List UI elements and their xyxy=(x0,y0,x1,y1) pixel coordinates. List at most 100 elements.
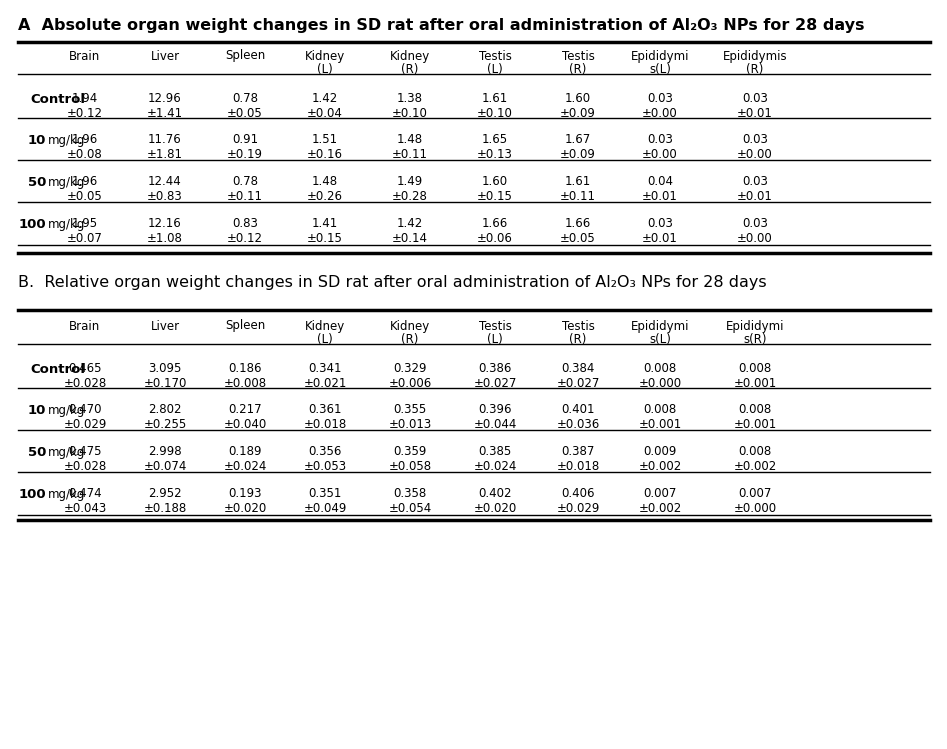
Text: ±0.044: ±0.044 xyxy=(474,418,517,431)
Text: s(R): s(R) xyxy=(743,333,767,346)
Text: 0.009: 0.009 xyxy=(643,445,677,458)
Text: ±0.043: ±0.043 xyxy=(63,502,107,515)
Text: 12.44: 12.44 xyxy=(148,175,182,188)
Text: 0.03: 0.03 xyxy=(647,217,673,230)
Text: ±0.008: ±0.008 xyxy=(223,377,266,390)
Text: Kidney: Kidney xyxy=(390,320,430,333)
Text: Kidney: Kidney xyxy=(305,50,345,63)
Text: ±0.11: ±0.11 xyxy=(560,190,596,203)
Text: ±0.000: ±0.000 xyxy=(638,377,682,390)
Text: Spleen: Spleen xyxy=(224,320,265,333)
Text: ±0.15: ±0.15 xyxy=(307,232,343,245)
Text: 0.386: 0.386 xyxy=(478,362,511,375)
Text: 0.03: 0.03 xyxy=(647,133,673,146)
Text: 1.67: 1.67 xyxy=(564,133,591,146)
Text: mg/kg: mg/kg xyxy=(48,134,85,147)
Text: 0.03: 0.03 xyxy=(742,217,768,230)
Text: ±0.170: ±0.170 xyxy=(143,377,187,390)
Text: ±0.024: ±0.024 xyxy=(223,460,267,473)
Text: 1.94: 1.94 xyxy=(72,92,98,105)
Text: 0.008: 0.008 xyxy=(739,403,772,416)
Text: 1.95: 1.95 xyxy=(72,217,98,230)
Text: s(L): s(L) xyxy=(649,333,670,346)
Text: 2.952: 2.952 xyxy=(148,487,182,500)
Text: Epididymi: Epididymi xyxy=(631,320,689,333)
Text: 0.356: 0.356 xyxy=(309,445,342,458)
Text: 0.474: 0.474 xyxy=(68,487,102,500)
Text: 12.96: 12.96 xyxy=(148,92,182,105)
Text: 0.475: 0.475 xyxy=(68,445,101,458)
Text: ±0.049: ±0.049 xyxy=(303,502,347,515)
Text: 0.217: 0.217 xyxy=(228,403,261,416)
Text: ±0.002: ±0.002 xyxy=(733,460,777,473)
Text: ±0.040: ±0.040 xyxy=(223,418,267,431)
Text: Testis: Testis xyxy=(562,50,595,63)
Text: 0.83: 0.83 xyxy=(232,217,258,230)
Text: ±0.002: ±0.002 xyxy=(638,460,682,473)
Text: 11.76: 11.76 xyxy=(148,133,182,146)
Text: 1.66: 1.66 xyxy=(482,217,509,230)
Text: 0.03: 0.03 xyxy=(742,175,768,188)
Text: 12.16: 12.16 xyxy=(148,217,182,230)
Text: 0.91: 0.91 xyxy=(232,133,259,146)
Text: ±0.027: ±0.027 xyxy=(556,377,599,390)
Text: 100: 100 xyxy=(18,488,46,501)
Text: ±0.15: ±0.15 xyxy=(477,190,513,203)
Text: ±0.255: ±0.255 xyxy=(143,418,187,431)
Text: 0.008: 0.008 xyxy=(643,362,676,375)
Text: ±0.05: ±0.05 xyxy=(560,232,596,245)
Text: 0.007: 0.007 xyxy=(739,487,772,500)
Text: 1.60: 1.60 xyxy=(565,92,591,105)
Text: ±0.11: ±0.11 xyxy=(227,190,263,203)
Text: 2.998: 2.998 xyxy=(148,445,182,458)
Text: Testis: Testis xyxy=(478,320,511,333)
Text: 0.358: 0.358 xyxy=(393,487,427,500)
Text: 0.03: 0.03 xyxy=(647,92,673,105)
Text: 0.329: 0.329 xyxy=(393,362,427,375)
Text: Epididymi: Epididymi xyxy=(725,320,784,333)
Text: mg/kg: mg/kg xyxy=(48,176,85,189)
Text: ±0.029: ±0.029 xyxy=(63,418,107,431)
Text: 1.61: 1.61 xyxy=(564,175,591,188)
Text: ±0.00: ±0.00 xyxy=(642,107,678,120)
Text: ±0.018: ±0.018 xyxy=(303,418,347,431)
Text: ±0.09: ±0.09 xyxy=(560,107,596,120)
Text: ±0.021: ±0.021 xyxy=(303,377,347,390)
Text: 0.04: 0.04 xyxy=(647,175,673,188)
Text: 0.385: 0.385 xyxy=(478,445,511,458)
Text: ±1.81: ±1.81 xyxy=(147,148,183,161)
Text: 50: 50 xyxy=(27,176,46,189)
Text: 1.96: 1.96 xyxy=(72,133,98,146)
Text: mg/kg: mg/kg xyxy=(48,404,85,417)
Text: mg/kg: mg/kg xyxy=(48,218,85,231)
Text: Kidney: Kidney xyxy=(390,50,430,63)
Text: (L): (L) xyxy=(487,333,503,346)
Text: 1.48: 1.48 xyxy=(312,175,338,188)
Text: Spleen: Spleen xyxy=(224,49,265,62)
Text: ±0.09: ±0.09 xyxy=(560,148,596,161)
Text: 0.387: 0.387 xyxy=(562,445,595,458)
Text: ±0.06: ±0.06 xyxy=(477,232,513,245)
Text: ±0.13: ±0.13 xyxy=(477,148,513,161)
Text: 50: 50 xyxy=(27,446,46,459)
Text: 1.96: 1.96 xyxy=(72,175,98,188)
Text: mg/kg: mg/kg xyxy=(48,488,85,501)
Text: ±0.16: ±0.16 xyxy=(307,148,343,161)
Text: Liver: Liver xyxy=(151,49,180,62)
Text: ±0.028: ±0.028 xyxy=(63,460,107,473)
Text: Testis: Testis xyxy=(478,50,511,63)
Text: ±0.074: ±0.074 xyxy=(143,460,187,473)
Text: ±0.07: ±0.07 xyxy=(67,232,103,245)
Text: 0.384: 0.384 xyxy=(562,362,595,375)
Text: ±0.001: ±0.001 xyxy=(638,418,682,431)
Text: ±0.029: ±0.029 xyxy=(556,502,599,515)
Text: mg/kg: mg/kg xyxy=(48,446,85,459)
Text: (L): (L) xyxy=(317,333,333,346)
Text: ±0.058: ±0.058 xyxy=(388,460,432,473)
Text: ±0.00: ±0.00 xyxy=(737,232,773,245)
Text: 1.65: 1.65 xyxy=(482,133,508,146)
Text: ±0.28: ±0.28 xyxy=(392,190,428,203)
Text: (L): (L) xyxy=(317,63,333,76)
Text: 0.186: 0.186 xyxy=(228,362,261,375)
Text: ±0.020: ±0.020 xyxy=(223,502,267,515)
